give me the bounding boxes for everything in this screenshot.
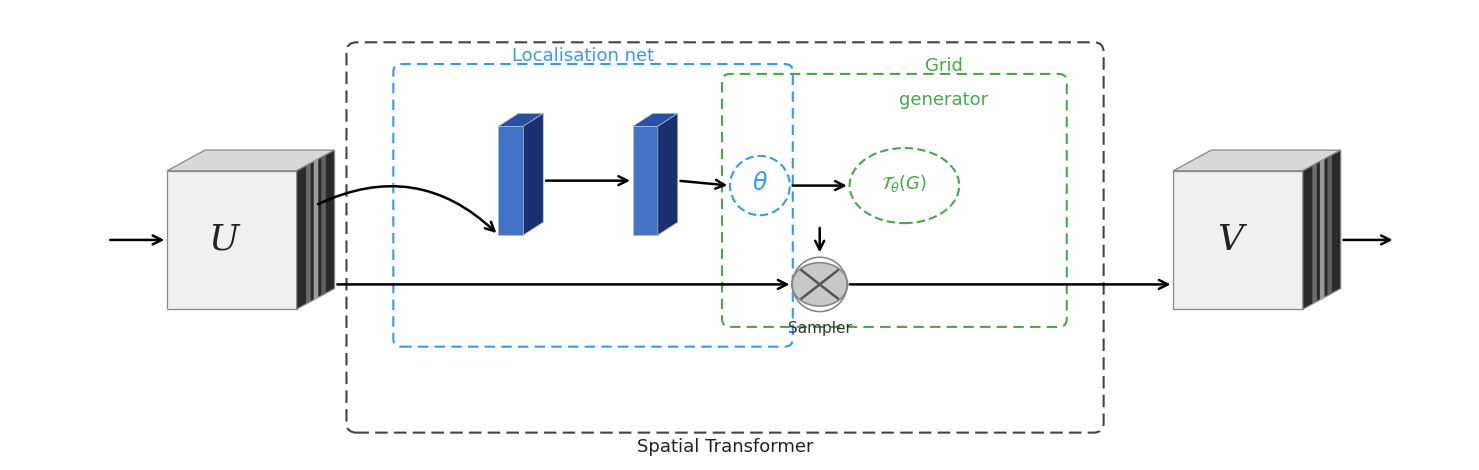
- Text: V: V: [1217, 223, 1244, 257]
- Polygon shape: [633, 113, 677, 126]
- Text: $\theta$: $\theta$: [751, 172, 768, 195]
- Polygon shape: [167, 150, 334, 171]
- Text: $\mathcal{T}_{\theta}(G)$: $\mathcal{T}_{\theta}(G)$: [881, 173, 927, 194]
- Text: U: U: [209, 223, 240, 257]
- Text: Sampler: Sampler: [788, 321, 852, 336]
- Ellipse shape: [791, 263, 847, 306]
- Polygon shape: [1173, 150, 1341, 171]
- Polygon shape: [1328, 155, 1333, 296]
- Polygon shape: [658, 113, 677, 235]
- Text: Grid: Grid: [924, 57, 963, 75]
- Polygon shape: [297, 150, 334, 309]
- Polygon shape: [314, 159, 318, 300]
- Polygon shape: [633, 126, 658, 235]
- Text: generator: generator: [899, 91, 988, 109]
- Text: Localisation net: Localisation net: [512, 47, 654, 65]
- Polygon shape: [1312, 163, 1316, 304]
- Polygon shape: [524, 113, 543, 235]
- Circle shape: [731, 156, 790, 215]
- Polygon shape: [1319, 159, 1325, 300]
- Text: Spatial Transformer: Spatial Transformer: [637, 438, 813, 455]
- Ellipse shape: [849, 148, 960, 223]
- Polygon shape: [498, 113, 543, 126]
- Polygon shape: [321, 155, 325, 296]
- Polygon shape: [1173, 171, 1303, 309]
- Polygon shape: [167, 171, 297, 309]
- Polygon shape: [498, 126, 524, 235]
- Polygon shape: [306, 163, 311, 304]
- Polygon shape: [1303, 150, 1341, 309]
